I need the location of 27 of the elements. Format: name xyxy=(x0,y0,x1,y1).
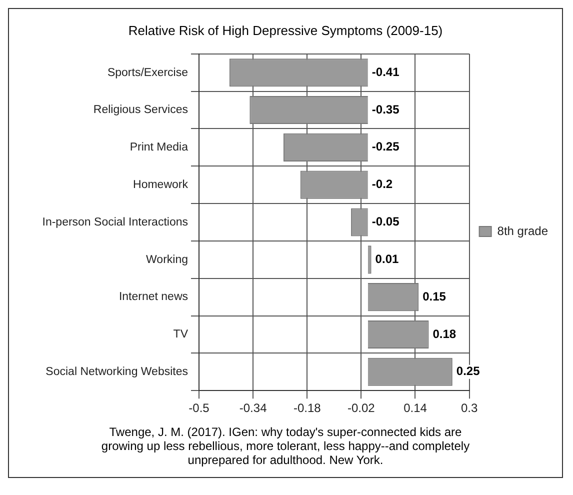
y-tick-label: Internet news xyxy=(118,291,188,304)
data-label: 0.01 xyxy=(375,252,399,266)
y-tick-label: Religious Services xyxy=(93,104,188,116)
x-tick-label: 0.3 xyxy=(460,401,478,416)
x-tick-label: -0.18 xyxy=(293,401,322,416)
y-tick-label: Working xyxy=(146,254,188,266)
y-tick-label: Homework xyxy=(133,179,188,192)
legend-label: 8th grade xyxy=(497,224,548,238)
chart-title: Relative Risk of High Depressive Symptoms (2009-15) xyxy=(127,23,444,38)
text: Twenge, J. M. (2017). IGen: why today's super-connected kids are growing up less rebellious, more tolerant, less happy--and completely unprepared for adulthood. New York. xyxy=(100,425,471,467)
data-label: -0.41 xyxy=(372,64,400,79)
y-tick-label: In-person Social Interactions xyxy=(42,216,188,228)
x-tick-label: -0.02 xyxy=(347,401,376,416)
data-label: -0.2 xyxy=(372,177,393,192)
y-tick-label: Sports/Exercise xyxy=(107,66,188,79)
x-tick-label: 0.14 xyxy=(404,401,428,416)
data-label: 0.18 xyxy=(432,326,456,341)
y-tick-label: TV xyxy=(173,328,188,341)
data-label: -0.05 xyxy=(372,214,400,229)
y-tick-label: Print Media xyxy=(130,142,189,154)
y-tick-label: Social Networking Websites xyxy=(46,366,188,378)
data-label: -0.35 xyxy=(372,102,400,116)
x-tick-label: -0.34 xyxy=(239,401,268,416)
data-label: 0.25 xyxy=(456,364,480,378)
data-label: 0.15 xyxy=(422,289,446,304)
data-label: -0.25 xyxy=(372,140,400,154)
x-tick-label: -0.5 xyxy=(188,401,210,416)
